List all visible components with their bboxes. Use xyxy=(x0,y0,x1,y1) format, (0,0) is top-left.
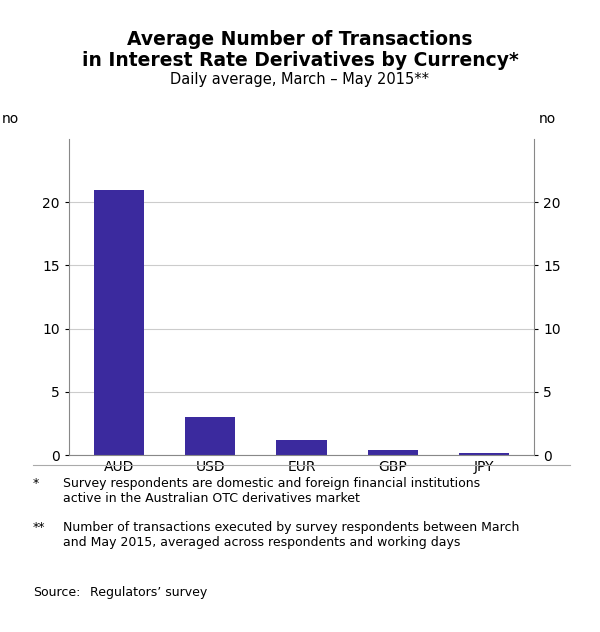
Text: in Interest Rate Derivatives by Currency*: in Interest Rate Derivatives by Currency… xyxy=(82,51,518,70)
Bar xyxy=(368,450,418,455)
Text: Daily average, March – May 2015**: Daily average, March – May 2015** xyxy=(170,72,430,87)
Bar xyxy=(94,190,144,455)
Text: *: * xyxy=(33,477,39,490)
Text: Number of transactions executed by survey respondents between March
and May 2015: Number of transactions executed by surve… xyxy=(63,521,520,549)
Text: no: no xyxy=(2,112,19,126)
Text: **: ** xyxy=(33,521,46,535)
Bar xyxy=(459,453,509,455)
Text: Survey respondents are domestic and foreign financial institutions
active in the: Survey respondents are domestic and fore… xyxy=(63,477,480,505)
Text: Average Number of Transactions: Average Number of Transactions xyxy=(127,30,473,49)
Bar xyxy=(277,440,326,455)
Bar xyxy=(185,417,235,455)
Text: no: no xyxy=(539,112,556,126)
Text: Source:: Source: xyxy=(33,586,80,600)
Text: Regulators’ survey: Regulators’ survey xyxy=(90,586,207,600)
